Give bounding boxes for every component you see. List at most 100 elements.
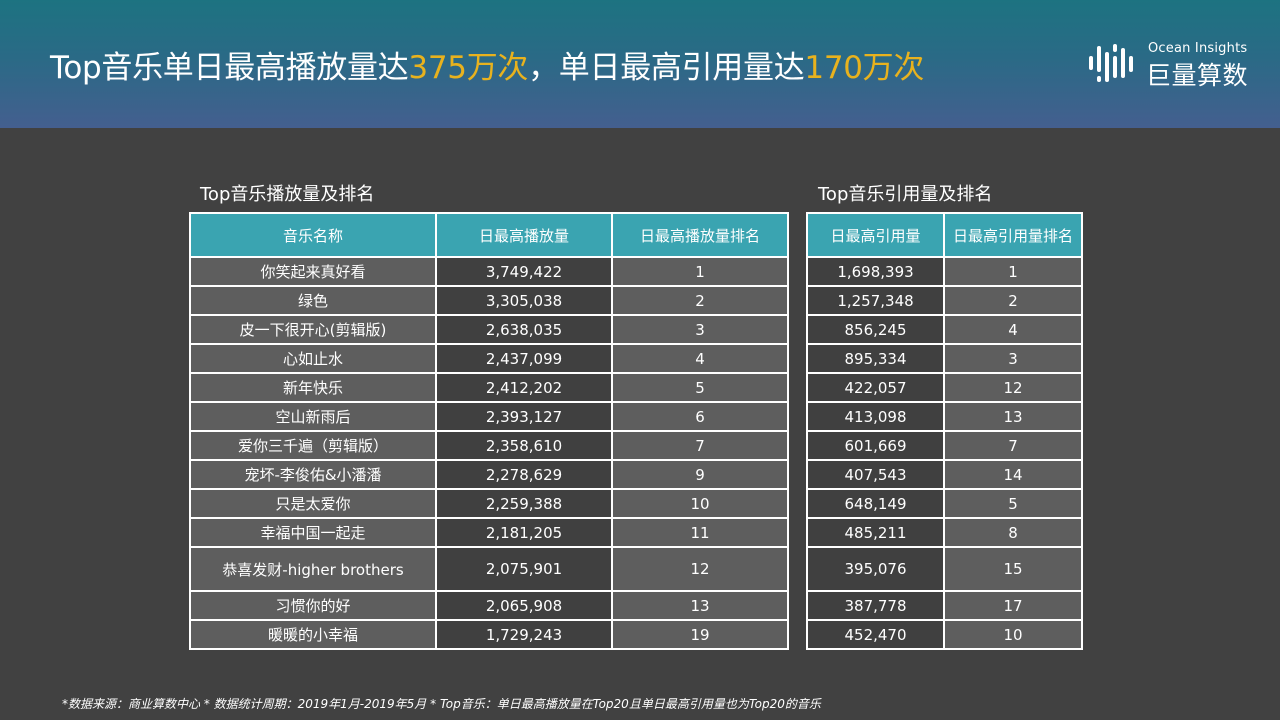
music-name-cell: 皮一下很开心(剪辑版) [189, 314, 437, 345]
play-count-cell: 2,259,388 [435, 488, 613, 519]
cite-count-cell: 648,149 [806, 488, 945, 519]
cite-count-table: 日最高引用量 日最高引用量排名 1,698,393 1 1,257,348 2 856,… [806, 212, 1083, 650]
cite-rank-cell: 2 [943, 285, 1083, 316]
play-rank-cell: 4 [611, 343, 789, 374]
page-title: Top音乐单日最高播放量达375万次，单日最高引用量达170万次 [50, 42, 924, 87]
brand-logo: Ocean Insights 巨量算数 [1088, 40, 1263, 90]
cite-count-cell: 422,057 [806, 372, 945, 403]
play-rank-cell: 2 [611, 285, 789, 316]
title-highlight-cites: 170万次 [804, 50, 925, 86]
table-row: 395,076 15 [806, 546, 1083, 592]
play-count-cell: 3,305,038 [435, 285, 613, 316]
table-row: 452,470 10 [806, 619, 1083, 650]
table-row: 648,149 5 [806, 488, 1083, 519]
cite-count-cell: 395,076 [806, 546, 945, 592]
cite-rank-cell: 15 [943, 546, 1083, 592]
play-table-title: Top音乐播放量及排名 [200, 184, 375, 205]
play-rank-cell: 10 [611, 488, 789, 519]
column-header-cite-rank: 日最高引用量排名 [943, 212, 1083, 258]
cite-count-cell: 895,334 [806, 343, 945, 374]
cite-count-cell: 601,669 [806, 430, 945, 461]
column-header-name: 音乐名称 [189, 212, 437, 258]
music-name-cell: 你笑起来真好看 [189, 256, 437, 287]
table-row: 1,698,393 1 [806, 256, 1083, 287]
table-row: 407,543 14 [806, 459, 1083, 490]
music-name-cell: 宠坏-李俊佑&小潘潘 [189, 459, 437, 490]
cite-rank-cell: 3 [943, 343, 1083, 374]
cite-rank-cell: 10 [943, 619, 1083, 650]
cite-rank-cell: 13 [943, 401, 1083, 432]
column-header-play-rank: 日最高播放量排名 [611, 212, 789, 258]
cite-rank-cell: 8 [943, 517, 1083, 548]
play-count-cell: 2,437,099 [435, 343, 613, 374]
title-text-2: ，单日最高引用量达 [528, 50, 805, 86]
table-row: 895,334 3 [806, 343, 1083, 374]
cite-rank-cell: 1 [943, 256, 1083, 287]
data-source-footnote: *数据来源：商业算数中心 * 数据统计周期：2019年1月-2019年5月 * … [62, 697, 821, 711]
table-row: 485,211 8 [806, 517, 1083, 548]
music-name-cell: 只是太爱你 [189, 488, 437, 519]
music-name-cell: 幸福中国一起走 [189, 517, 437, 548]
cite-count-cell: 1,698,393 [806, 256, 945, 287]
music-name-cell: 爱你三千遍（剪辑版） [189, 430, 437, 461]
cite-rank-cell: 17 [943, 590, 1083, 621]
music-name-cell: 新年快乐 [189, 372, 437, 403]
play-count-cell: 2,412,202 [435, 372, 613, 403]
table-row: 413,098 13 [806, 401, 1083, 432]
play-count-cell: 1,729,243 [435, 619, 613, 650]
play-count-table: 音乐名称 日最高播放量 日最高播放量排名 你笑起来真好看 3,749,422 1 绿色… [189, 212, 789, 650]
cite-count-cell: 387,778 [806, 590, 945, 621]
music-name-cell: 习惯你的好 [189, 590, 437, 621]
play-rank-cell: 5 [611, 372, 789, 403]
play-rank-cell: 11 [611, 517, 789, 548]
header-banner: Top音乐单日最高播放量达375万次，单日最高引用量达170万次 Ocean I… [0, 0, 1280, 128]
table-row: 绿色 3,305,038 2 [189, 285, 789, 316]
table-row: 新年快乐 2,412,202 5 [189, 372, 789, 403]
play-rank-cell: 12 [611, 546, 789, 592]
cite-rank-cell: 4 [943, 314, 1083, 345]
table-header-row: 日最高引用量 日最高引用量排名 [806, 212, 1083, 258]
play-rank-cell: 13 [611, 590, 789, 621]
play-rank-cell: 6 [611, 401, 789, 432]
bars-logo-icon [1089, 44, 1133, 82]
cite-rank-cell: 12 [943, 372, 1083, 403]
cite-count-cell: 413,098 [806, 401, 945, 432]
table-header-row: 音乐名称 日最高播放量 日最高播放量排名 [189, 212, 789, 258]
table-row: 宠坏-李俊佑&小潘潘 2,278,629 9 [189, 459, 789, 490]
music-name-cell: 空山新雨后 [189, 401, 437, 432]
play-count-cell: 2,638,035 [435, 314, 613, 345]
table-row: 422,057 12 [806, 372, 1083, 403]
table-row: 幸福中国一起走 2,181,205 11 [189, 517, 789, 548]
cite-count-cell: 856,245 [806, 314, 945, 345]
cite-table-title: Top音乐引用量及排名 [818, 184, 993, 205]
table-row: 你笑起来真好看 3,749,422 1 [189, 256, 789, 287]
logo-chinese-text: 巨量算数 [1146, 61, 1249, 90]
cite-count-cell: 1,257,348 [806, 285, 945, 316]
table-row: 1,257,348 2 [806, 285, 1083, 316]
music-name-cell: 暖暖的小幸福 [189, 619, 437, 650]
table-row: 空山新雨后 2,393,127 6 [189, 401, 789, 432]
table-row: 习惯你的好 2,065,908 13 [189, 590, 789, 621]
table-row: 心如止水 2,437,099 4 [189, 343, 789, 374]
play-count-cell: 2,358,610 [435, 430, 613, 461]
play-count-cell: 2,278,629 [435, 459, 613, 490]
cite-rank-cell: 14 [943, 459, 1083, 490]
logo-english-text: Ocean Insights [1148, 41, 1248, 56]
table-row: 恭喜发财-higher brothers 2,075,901 12 [189, 546, 789, 592]
play-count-cell: 2,075,901 [435, 546, 613, 592]
play-rank-cell: 19 [611, 619, 789, 650]
column-header-plays: 日最高播放量 [435, 212, 613, 258]
play-count-cell: 2,065,908 [435, 590, 613, 621]
music-name-cell: 恭喜发财-higher brothers [189, 546, 437, 592]
cite-count-cell: 407,543 [806, 459, 945, 490]
table-row: 387,778 17 [806, 590, 1083, 621]
play-rank-cell: 9 [611, 459, 789, 490]
play-count-cell: 2,181,205 [435, 517, 613, 548]
table-row: 爱你三千遍（剪辑版） 2,358,610 7 [189, 430, 789, 461]
column-header-cites: 日最高引用量 [806, 212, 945, 258]
table-row: 601,669 7 [806, 430, 1083, 461]
music-name-cell: 绿色 [189, 285, 437, 316]
cite-count-cell: 452,470 [806, 619, 945, 650]
table-row: 只是太爱你 2,259,388 10 [189, 488, 789, 519]
cite-rank-cell: 7 [943, 430, 1083, 461]
